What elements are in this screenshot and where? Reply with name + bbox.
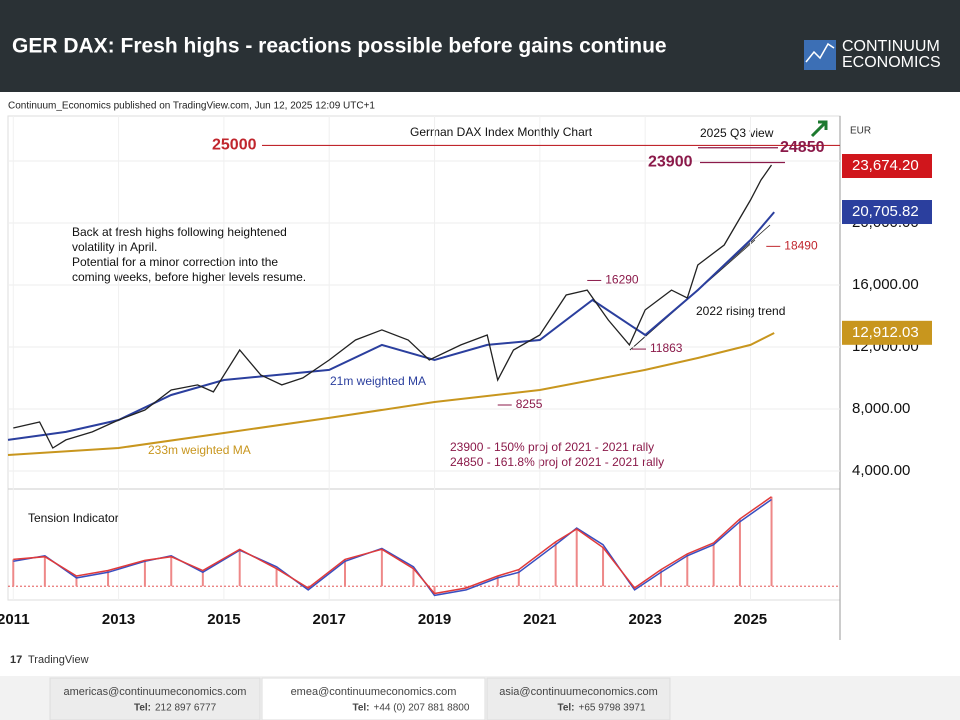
x-tick-label: 2019 xyxy=(418,611,451,628)
tradingview-logo: 17 xyxy=(10,654,22,666)
level-label: 25000 xyxy=(212,137,257,154)
price-tag xyxy=(842,200,932,225)
level-label: 23900 xyxy=(648,154,693,171)
projection-note: 24850 - 161.8% proj of 2021 - 2021 rally xyxy=(450,455,664,469)
note-line: volatility in April. xyxy=(72,240,157,254)
y-tick-label: 16,000.00 xyxy=(852,276,919,293)
x-tick-label: 2013 xyxy=(102,611,135,628)
trend-label: 2022 rising trend xyxy=(696,304,785,318)
ma-label: 21m weighted MA xyxy=(330,374,426,388)
chart-subtitle: 2025 Q3 view xyxy=(700,126,774,140)
x-tick-label: 2023 xyxy=(628,611,661,628)
slide-title: GER DAX: Fresh highs - reactions possibl… xyxy=(12,35,667,58)
contact-box xyxy=(486,677,671,720)
note-line: Back at fresh highs following heightened xyxy=(72,225,287,239)
price-tag xyxy=(842,153,932,178)
price-tag-label: 23,674.20 xyxy=(852,157,919,174)
contact-email: emea@continuumeconomics.com xyxy=(291,686,457,698)
logo-line xyxy=(805,42,835,63)
y-tick-label: 8,000.00 xyxy=(852,400,910,417)
y-tick-label: 4,000.00 xyxy=(852,462,910,479)
contact-email: americas@continuumeconomics.com xyxy=(64,686,247,698)
price-tag-label: 12,912.03 xyxy=(852,324,919,341)
outlook-arrow xyxy=(810,120,828,138)
brand-bottom: ECONOMICS xyxy=(842,54,941,71)
currency: EUR xyxy=(850,126,871,137)
point-label: 11863 xyxy=(650,341,683,355)
price-tag-label: 20,705.82 xyxy=(852,203,919,220)
ma-label: 233m weighted MA xyxy=(148,443,251,457)
point-label: 16290 xyxy=(605,273,639,287)
x-tick-label: 2025 xyxy=(734,611,767,628)
contact-tel: +65 9798 3971 xyxy=(579,703,646,714)
contact-email: asia@continuumeconomics.com xyxy=(499,686,658,698)
price-line xyxy=(13,164,773,449)
contact-tel-label: Tel: xyxy=(352,703,369,714)
indicator-title: Tension Indicator xyxy=(28,511,119,525)
note-line: Potential for a minor correction into th… xyxy=(72,255,278,269)
indicator-line xyxy=(13,496,772,595)
publisher: Continuum_Economics published on Trading… xyxy=(8,101,375,112)
header-bar xyxy=(0,0,960,92)
x-tick-label: 2015 xyxy=(207,611,240,628)
point-label: 18490 xyxy=(784,239,818,253)
contact-tel-label: Tel: xyxy=(134,703,151,714)
contact-tel: +44 (0) 207 881 8800 xyxy=(374,703,470,714)
ma-line xyxy=(7,211,775,441)
logo-mark xyxy=(804,40,836,70)
projection-note: 23900 - 150% proj of 2021 - 2021 rally xyxy=(450,440,654,454)
indicator-line xyxy=(13,498,772,597)
level-label: 24850 xyxy=(780,139,825,156)
price-tag xyxy=(842,320,932,345)
note-line: coming weeks, before higher levels resum… xyxy=(72,270,306,284)
logo: CONTINUUM ECONOMICS xyxy=(804,38,941,71)
point-label: 8255 xyxy=(516,397,543,411)
ma-line xyxy=(7,332,775,456)
x-tick-label: 2017 xyxy=(313,611,346,628)
contact-tel-label: Tel: xyxy=(557,703,574,714)
contact-tel: 212 897 6777 xyxy=(155,703,217,714)
x-tick-label: 2011 xyxy=(0,611,30,628)
x-tick-label: 2021 xyxy=(523,611,556,628)
chart-title: German DAX Index Monthly Chart xyxy=(410,125,593,139)
contact-box xyxy=(49,677,261,720)
brand-top: CONTINUUM xyxy=(842,38,940,55)
contact-box xyxy=(261,677,486,720)
tradingview-brand: TradingView xyxy=(28,654,89,666)
